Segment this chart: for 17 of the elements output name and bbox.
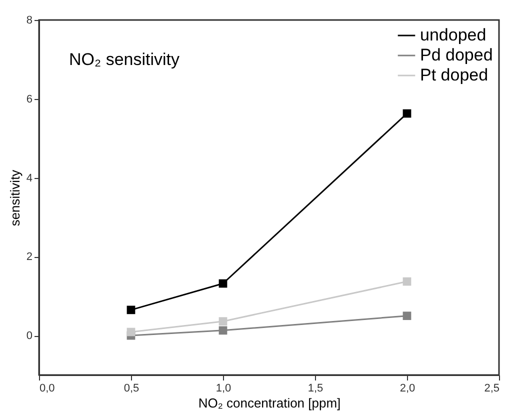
y-tick-label: 8 [26,14,32,26]
y-tick-label: 4 [26,172,32,184]
y-axis-title: sensitivity [7,169,22,226]
x-tick-label: 0,0 [40,382,55,394]
y-tick-label: 2 [26,251,32,264]
legend-label: undoped [420,26,486,44]
x-tick-label: 2,0 [400,382,416,394]
legend-label: Pd doped [420,46,493,64]
x-tick-label: 1,0 [216,382,232,394]
y-tick-label: 0 [26,330,32,342]
legend-label: Pt doped [420,66,488,84]
x-tick-label: 0,5 [124,382,140,394]
x-tick-label: 2,5 [484,382,500,394]
annotation: NO₂ sensitivity [69,50,180,69]
x-tick-label: 1,5 [308,382,324,394]
x-axis-title: NO₂ concentration [ppm] [198,396,341,410]
y-tick-label: 6 [26,93,32,106]
